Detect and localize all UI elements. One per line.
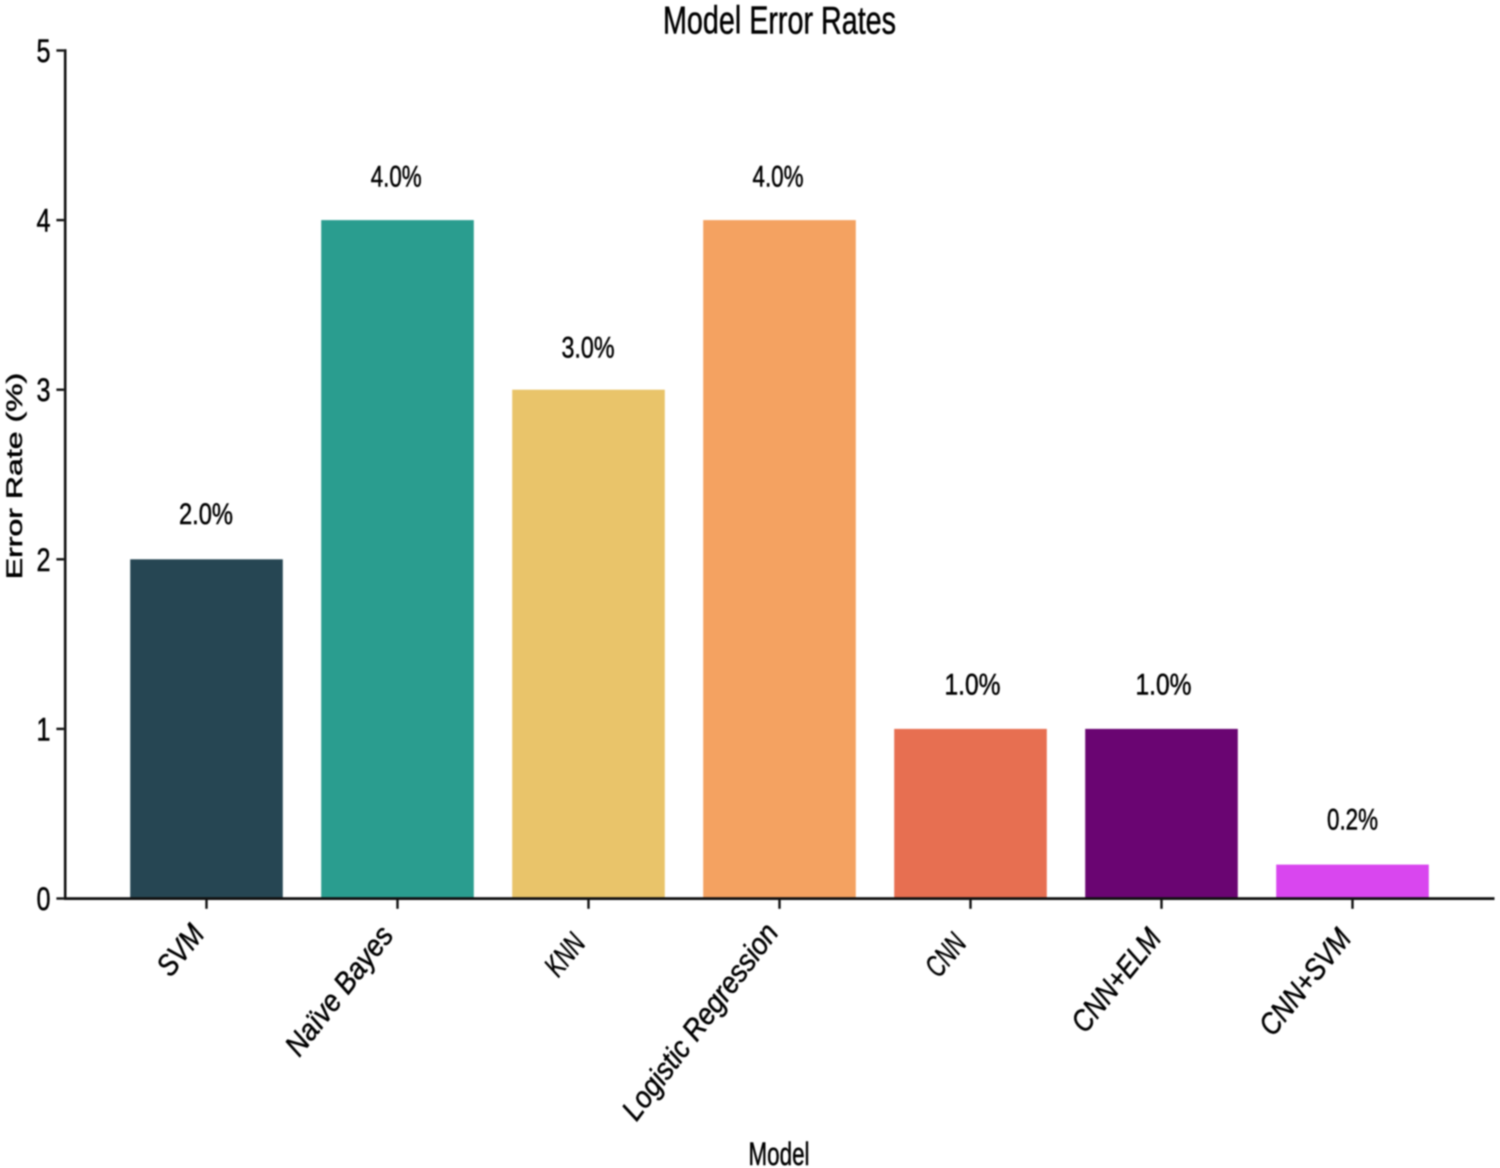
svg-text:3.0%: 3.0%: [562, 331, 615, 364]
svg-text:2: 2: [37, 542, 51, 578]
svg-text:1: 1: [37, 711, 51, 747]
svg-text:4.0%: 4.0%: [371, 161, 422, 194]
svg-text:0: 0: [37, 881, 51, 917]
svg-text:3: 3: [37, 372, 51, 408]
svg-text:Error Rate (%): Error Rate (%): [2, 373, 27, 580]
svg-text:Model Error Rates: Model Error Rates: [663, 0, 896, 43]
svg-text:4: 4: [37, 203, 51, 239]
svg-text:1.0%: 1.0%: [1136, 668, 1192, 701]
svg-text:Model: Model: [749, 1136, 810, 1168]
svg-text:1.0%: 1.0%: [945, 668, 1001, 701]
svg-text:2.0%: 2.0%: [179, 498, 233, 531]
svg-text:5: 5: [37, 33, 51, 69]
svg-text:4.0%: 4.0%: [753, 161, 804, 194]
svg-text:0.2%: 0.2%: [1327, 803, 1378, 836]
